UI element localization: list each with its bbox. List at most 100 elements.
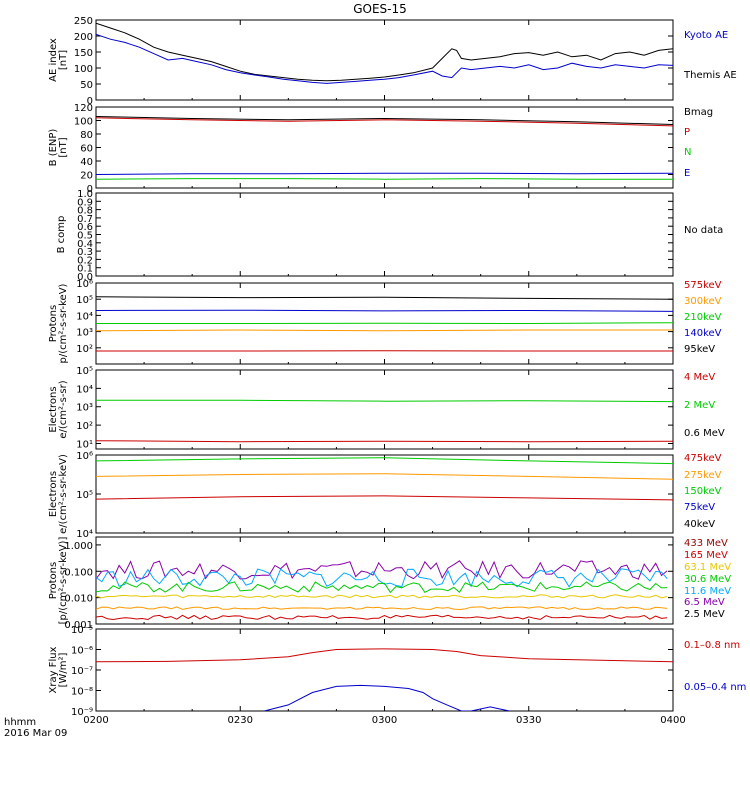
y-tick-label: 10⁴ (76, 384, 93, 395)
y-axis-label: e/(cm²-s-sr-keV) (58, 454, 69, 534)
y-tick-label: 0.010 (64, 594, 93, 605)
y-tick-label: 10³ (76, 403, 93, 414)
legend-entry: 0.05–0.4 nm (684, 682, 746, 693)
y-tick-label: 10⁵ (76, 295, 93, 306)
y-tick-label: 0.5 (77, 231, 93, 242)
legend-entry: 4 MeV (684, 372, 715, 383)
y-tick-label: 10⁶ (76, 451, 93, 462)
series-line-475kev (96, 495, 673, 501)
y-tick-label: 10⁵ (76, 490, 93, 501)
y-tick-label: 50 (80, 80, 93, 91)
y-tick-label: 0 (87, 96, 93, 107)
y-tick-label: 0.100 (64, 567, 93, 578)
panel-electrons_high: 10¹ 10² 10³ 10⁴ 10⁵ Electrons e/(cm²-s-sr) 4 Me… (48, 366, 725, 450)
series-line-140kev (96, 309, 673, 312)
y-tick-label: 20 (80, 171, 93, 182)
legend-entry: 275keV (684, 470, 722, 481)
y-tick-label: 0.0 (77, 272, 93, 283)
x-tick-label: 0400 (660, 715, 685, 726)
panel-protons_high: 0.001 0.010 0.100 1.000 Protons [p/(cm²-s-sr-… (48, 536, 731, 631)
y-tick-label: 250 (74, 16, 93, 27)
y-tick-label: 10⁵ (76, 366, 93, 377)
y-tick-label: 10² (76, 344, 93, 355)
legend-entry: 210keV (684, 312, 722, 323)
y-tick-label: 40 (80, 157, 93, 168)
y-tick-label: 10⁶ (76, 279, 93, 290)
legend-entry: 30.6 MeV (684, 574, 731, 585)
legend-entry: Bmag (684, 107, 713, 118)
legend-entry: E (684, 168, 690, 179)
legend-entry: 2 MeV (684, 400, 715, 411)
y-axis-label: Electrons (48, 471, 59, 517)
x-tick-label: 0330 (516, 715, 541, 726)
panel-frame (95, 628, 674, 712)
series-line-kyoto-ae (96, 33, 673, 84)
y-tick-label: 100 (74, 117, 93, 128)
legend-entry: 95keV (684, 344, 715, 355)
panel-protons_low: 10² 10³ 10⁴ 10⁵ 10⁶ Protons p/(cm²-s-sr-keV) 57… (48, 279, 722, 365)
series-line-210kev (96, 322, 673, 325)
y-tick-label: 0.7 (77, 214, 93, 225)
y-tick-label: 0.6 (77, 222, 93, 233)
y-axis-label: Protons (48, 562, 59, 599)
legend-entry: 300keV (684, 296, 722, 307)
series-line-bmag (96, 116, 673, 125)
date-label: 2016 Mar 09 (4, 728, 67, 739)
series-line-p (96, 117, 673, 127)
y-axis-label: [W/m²] (58, 652, 69, 687)
y-tick-label: 0.8 (77, 206, 93, 217)
y-tick-label: 10⁴ (76, 529, 93, 540)
legend-entry: 2.5 MeV (684, 609, 725, 620)
series-line-4-mev (96, 440, 673, 443)
figure-title: GOES-15 (353, 2, 407, 16)
series-line-95kev (96, 296, 673, 300)
y-tick-label: 0.3 (77, 247, 93, 258)
legend-entry: N (684, 147, 691, 158)
legend-entry: Kyoto AE (684, 30, 728, 41)
series-line-themis-ae (96, 22, 673, 82)
time-axis: hhmm 2016 Mar 09 0200 0230 0300 0330 0400 (4, 715, 686, 739)
y-axis-label: p/(cm²-s-sr-keV) (58, 283, 69, 363)
x-tick-label: 0300 (372, 715, 397, 726)
series-line-11-6-mev (96, 568, 668, 588)
y-tick-label: 10⁻⁸ (71, 687, 93, 698)
legend-entry: 6.5 MeV (684, 597, 725, 608)
y-tick-label: 1.0 (77, 189, 93, 200)
y-tick-label: 120 (74, 103, 93, 114)
series-line-2-mev (96, 399, 673, 403)
y-tick-label: 60 (80, 144, 93, 155)
y-axis-label: e/(cm²-s-sr) (58, 380, 69, 438)
legend-entry: 75keV (684, 502, 715, 513)
series-line-6-5-mev (96, 560, 668, 580)
y-tick-label: 10⁻⁶ (71, 646, 93, 657)
y-tick-label: 10⁻⁵ (71, 625, 93, 636)
legend-entry: 475keV (684, 453, 722, 464)
y-axis-label: Protons (48, 305, 59, 342)
y-tick-label: 0.2 (77, 255, 93, 266)
y-tick-label: 10¹ (76, 439, 93, 450)
series-line-63-1-mev (96, 594, 668, 599)
legend-entry: 63.1 MeV (684, 562, 731, 573)
y-tick-label: 1.000 (64, 541, 93, 552)
x-tick-label: 0230 (228, 715, 253, 726)
series-line-275kev (96, 473, 673, 480)
y-axis-label: [nT] (58, 137, 69, 157)
legend-entry: 140keV (684, 328, 722, 339)
x-tick-label: 0200 (83, 715, 108, 726)
y-tick-label: 10³ (76, 328, 93, 339)
series-line-0-05-0-4-nm (264, 684, 510, 711)
series-line-e (96, 172, 673, 175)
legend-entry: 40keV (684, 519, 715, 530)
legend-entry: 575keV (684, 280, 722, 291)
y-tick-label: 0.9 (77, 197, 93, 208)
panel-frame (95, 454, 674, 534)
legend-entry: Themis AE (683, 70, 737, 81)
series-line-300kev (96, 329, 673, 332)
y-tick-label: 0 (87, 184, 93, 195)
y-tick-label: 80 (80, 130, 93, 141)
y-axis-label: Xray Flux (48, 646, 59, 693)
panel-xray: 10⁻⁹ 10⁻⁸ 10⁻⁷ 10⁻⁶ 10⁻⁵ Xray Flux [W/m²] 0.1–0… (48, 625, 746, 718)
series-line-30-6-mev (96, 581, 668, 594)
